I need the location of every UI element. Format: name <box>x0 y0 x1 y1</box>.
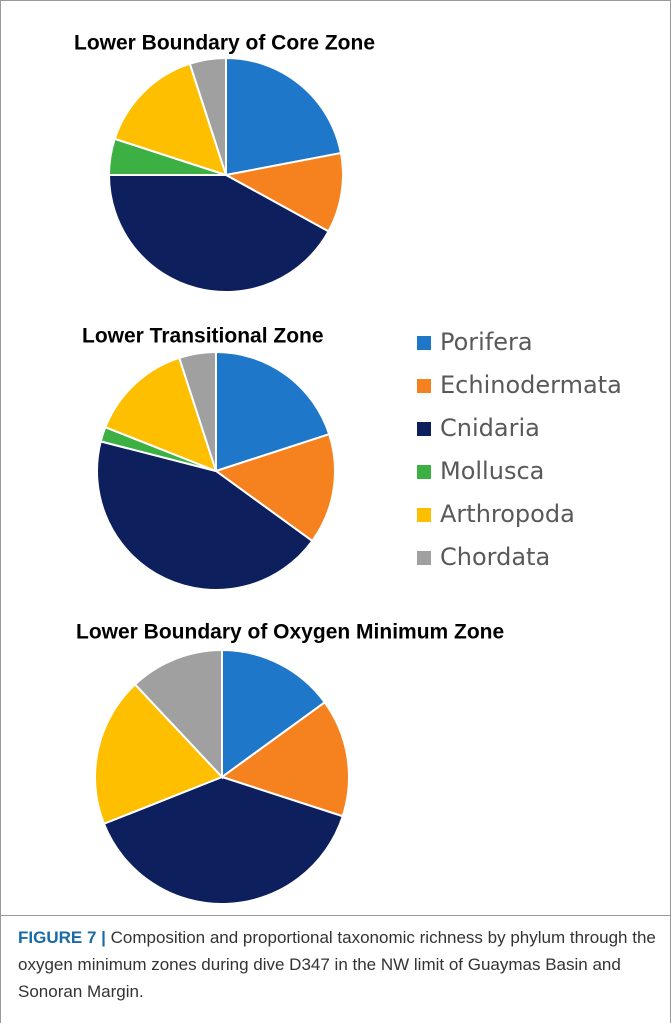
legend-label: Cnidaria <box>440 414 540 442</box>
legend-label: Echinodermata <box>440 371 622 399</box>
legend-swatch <box>417 551 431 565</box>
pie-slice <box>215 350 331 473</box>
legend-swatch <box>417 379 431 393</box>
legend-label: Arthropoda <box>440 500 575 528</box>
pie-slice <box>225 56 343 177</box>
pie-slice <box>96 440 314 591</box>
pie-slice <box>94 683 224 826</box>
legend-swatch <box>417 422 431 436</box>
pie-slice <box>219 700 350 818</box>
pie-slice <box>107 174 330 293</box>
pie-slice <box>133 648 223 780</box>
chart-title: Lower Transitional Zone <box>82 325 324 348</box>
pie-slice <box>223 151 344 233</box>
pie-slice <box>188 56 227 176</box>
pie-slice <box>213 432 336 543</box>
caption-text: Composition and proportional taxonomic r… <box>18 928 656 1001</box>
chart-title: Lower Boundary of Core Zone <box>74 32 375 55</box>
legend-swatch <box>417 336 431 350</box>
legend-label: Porifera <box>440 328 533 356</box>
caption-label: FIGURE 7 | <box>18 928 106 947</box>
pie-slice <box>102 775 345 905</box>
legend-swatch <box>417 508 431 522</box>
chart-title: Lower Boundary of Oxygen Minimum Zone <box>76 621 504 644</box>
caption: FIGURE 7 | Composition and proportional … <box>18 924 663 1005</box>
legend-swatch <box>417 465 431 479</box>
pie-slice <box>221 648 327 779</box>
legend-label: Chordata <box>440 543 550 571</box>
pie-slice <box>177 350 217 472</box>
legend-label: Mollusca <box>440 457 544 485</box>
